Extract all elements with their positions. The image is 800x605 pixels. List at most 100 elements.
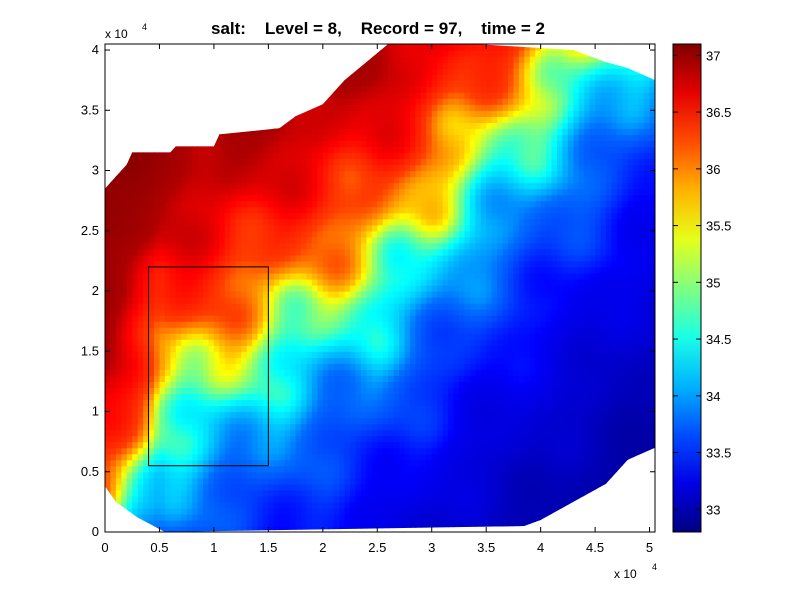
field-cell bbox=[426, 272, 433, 280]
field-cell bbox=[186, 399, 193, 407]
field-cell bbox=[540, 242, 547, 250]
field-cell bbox=[273, 471, 280, 479]
field-cell bbox=[497, 266, 504, 274]
field-cell bbox=[399, 417, 406, 425]
field-cell bbox=[208, 230, 215, 238]
field-cell bbox=[105, 435, 112, 443]
field-cell bbox=[350, 357, 357, 364]
field-cell bbox=[589, 242, 596, 250]
field-cell bbox=[175, 236, 182, 244]
field-cell bbox=[301, 297, 308, 304]
field-cell bbox=[567, 429, 574, 437]
field-cell bbox=[344, 266, 351, 274]
field-cell bbox=[246, 519, 253, 527]
field-cell bbox=[633, 411, 640, 419]
field-cell bbox=[252, 417, 259, 425]
field-cell bbox=[388, 303, 395, 310]
field-cell bbox=[246, 248, 253, 256]
field-cell bbox=[186, 423, 193, 431]
field-cell bbox=[540, 248, 547, 256]
field-cell bbox=[213, 291, 220, 298]
field-cell bbox=[600, 315, 607, 322]
field-cell bbox=[399, 309, 406, 316]
field-cell bbox=[322, 507, 329, 515]
field-cell bbox=[415, 459, 422, 467]
field-cell bbox=[252, 278, 259, 286]
field-cell bbox=[546, 242, 553, 250]
field-cell bbox=[480, 393, 487, 401]
field-cell bbox=[589, 411, 596, 419]
field-cell bbox=[355, 411, 362, 419]
field-cell bbox=[230, 435, 237, 443]
field-cell bbox=[556, 465, 564, 473]
field-cell bbox=[480, 303, 487, 310]
field-cell bbox=[224, 351, 231, 358]
field-cell bbox=[529, 435, 536, 443]
field-cell bbox=[404, 297, 411, 304]
field-cell bbox=[143, 315, 150, 322]
field-cell bbox=[638, 278, 645, 286]
field-cell bbox=[535, 441, 542, 449]
field-cell bbox=[295, 465, 302, 473]
field-cell bbox=[268, 405, 275, 413]
field-cell bbox=[556, 236, 564, 244]
field-cell bbox=[317, 236, 324, 244]
field-cell bbox=[600, 405, 607, 413]
field-cell bbox=[382, 435, 389, 443]
field-cell bbox=[257, 471, 264, 479]
field-cell bbox=[388, 248, 395, 256]
field-cell bbox=[306, 266, 313, 274]
field-cell bbox=[426, 339, 433, 346]
field-cell bbox=[154, 236, 161, 244]
field-cell bbox=[241, 417, 248, 425]
field-cell bbox=[502, 303, 509, 310]
field-cell bbox=[529, 333, 536, 340]
field-cell bbox=[175, 387, 182, 395]
field-cell bbox=[448, 381, 455, 388]
field-cell bbox=[366, 284, 373, 292]
field-cell bbox=[518, 333, 525, 340]
field-cell bbox=[649, 381, 655, 388]
field-cell bbox=[502, 459, 509, 467]
field-cell bbox=[540, 399, 547, 407]
field-cell bbox=[208, 278, 215, 286]
field-cell bbox=[235, 471, 242, 479]
field-cell bbox=[562, 417, 569, 425]
field-cell bbox=[567, 303, 574, 310]
field-cell bbox=[399, 513, 406, 521]
field-cell bbox=[170, 284, 177, 292]
field-cell bbox=[252, 495, 259, 503]
field-cell bbox=[235, 254, 242, 262]
field-cell bbox=[295, 260, 302, 268]
field-cell bbox=[246, 254, 253, 262]
field-cell bbox=[453, 387, 460, 395]
field-cell bbox=[208, 321, 215, 328]
field-cell bbox=[306, 525, 313, 532]
field-cell bbox=[175, 501, 182, 509]
field-cell bbox=[295, 435, 302, 443]
field-cell bbox=[328, 423, 335, 431]
field-cell bbox=[649, 327, 655, 334]
field-cell bbox=[448, 321, 455, 328]
field-cell bbox=[317, 489, 324, 497]
field-cell bbox=[164, 405, 171, 413]
field-cell bbox=[170, 411, 177, 419]
field-cell bbox=[213, 357, 220, 364]
field-cell bbox=[366, 291, 373, 298]
field-cell bbox=[295, 387, 302, 395]
field-cell bbox=[170, 441, 177, 449]
field-cell bbox=[426, 405, 433, 413]
field-cell bbox=[502, 315, 509, 322]
field-cell bbox=[235, 393, 242, 401]
field-cell bbox=[595, 465, 602, 473]
field-cell bbox=[355, 441, 362, 449]
field-cell bbox=[377, 315, 384, 322]
field-cell bbox=[491, 297, 498, 304]
field-cell bbox=[273, 441, 280, 449]
field-cell bbox=[213, 441, 220, 449]
field-cell bbox=[415, 513, 422, 521]
field-cell bbox=[360, 393, 367, 401]
field-cell bbox=[350, 333, 357, 340]
field-cell bbox=[132, 339, 139, 346]
field-cell bbox=[448, 369, 455, 376]
